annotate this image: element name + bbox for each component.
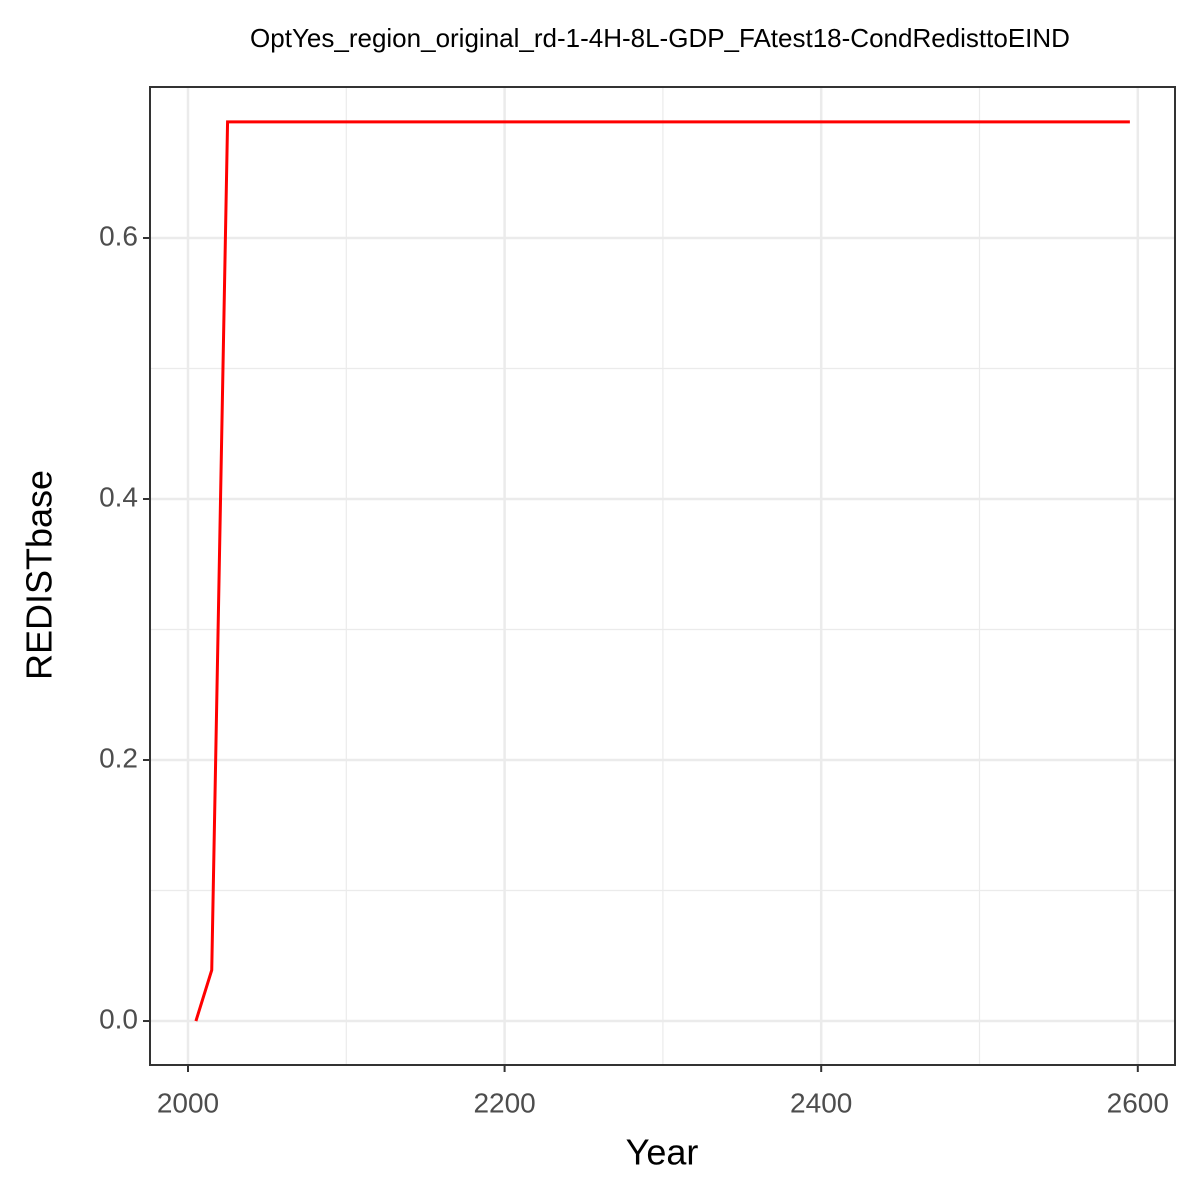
x-tick-label: 2600 bbox=[1107, 1087, 1169, 1118]
panel-border bbox=[149, 86, 1176, 1066]
x-tick-label: 2400 bbox=[790, 1087, 852, 1118]
y-tick-label: 0.2 bbox=[99, 742, 138, 773]
y-tick-label: 0.6 bbox=[99, 220, 138, 251]
y-tick-label: 0.0 bbox=[99, 1003, 138, 1034]
x-axis-title: Year bbox=[626, 1132, 699, 1173]
data-line bbox=[194, 120, 1130, 1022]
x-tick-label: 2000 bbox=[157, 1087, 219, 1118]
x-tick-label: 2200 bbox=[473, 1087, 535, 1118]
chart-title: OptYes_region_original_rd-1-4H-8L-GDP_FA… bbox=[250, 23, 1070, 53]
y-tick-label: 0.4 bbox=[99, 481, 138, 512]
y-axis-title: REDISTbase bbox=[19, 470, 60, 680]
